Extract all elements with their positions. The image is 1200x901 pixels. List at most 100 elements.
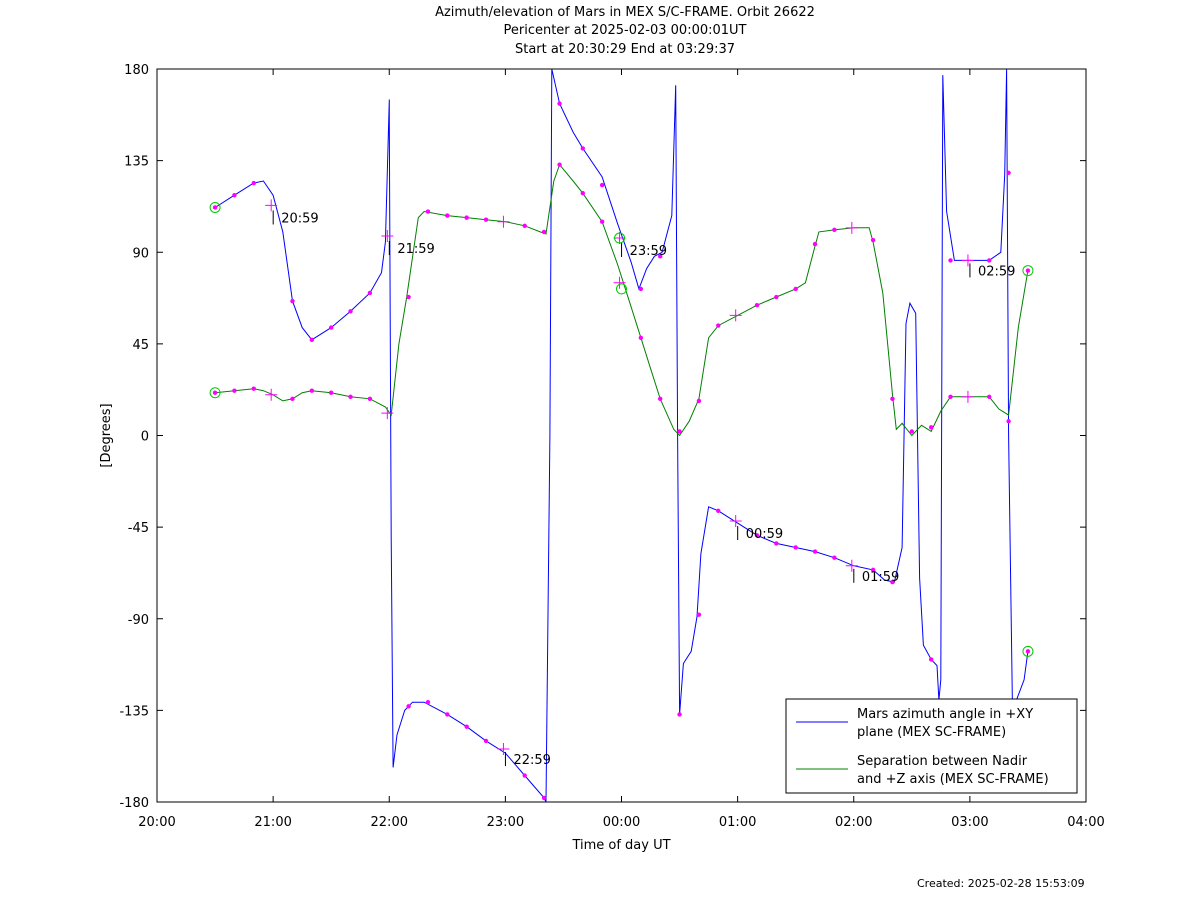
azimuth-point: [309, 337, 315, 343]
separation-point: [251, 386, 256, 391]
y-tick-label: -135: [119, 704, 149, 719]
x-tick-label: 22:00: [371, 815, 408, 830]
separation-point: [522, 223, 527, 228]
hour-cross-marker: [265, 199, 278, 212]
azimuth-point: [290, 298, 295, 304]
azimuth-point: [890, 579, 895, 585]
separation-point: [677, 429, 682, 434]
time-annotation-label: 23:59: [630, 244, 667, 259]
legend: Mars azimuth angle in +XY plane (MEX SC-F…: [785, 698, 1078, 794]
hour-cross-marker: [613, 276, 626, 289]
y-tick-label: -45: [128, 521, 149, 536]
azimuth-point: [948, 258, 953, 263]
endpoint-circle: [209, 201, 221, 213]
separation-point: [658, 396, 663, 402]
azimuth-point: [232, 193, 237, 198]
legend-azimuth-label: Mars azimuth angle in +XY: [857, 707, 1033, 722]
separation-point: [232, 388, 237, 393]
y-axis-label: [Degrees]: [99, 403, 114, 467]
y-tick-label: 45: [132, 338, 149, 353]
azimuth-point: [580, 146, 585, 151]
legend-azimuth-label: plane (MEX SC-FRAME): [857, 725, 1006, 740]
separation-point: [483, 217, 489, 222]
separation-point: [928, 425, 934, 430]
separation-point: [406, 294, 411, 300]
y-tick-label: 90: [132, 246, 149, 261]
azimuth-point: [832, 555, 837, 560]
x-tick-label: 01:00: [719, 815, 756, 830]
separation-point: [328, 390, 334, 395]
axes-layer: 20:00 21:00 22:00 23:00 00:00 01:00 02:00 03:00…: [99, 63, 1105, 853]
x-tick-label: 02:00: [835, 815, 872, 830]
created-timestamp: Created: 2025-02-28 15:53:09: [917, 877, 1085, 890]
azimuth-point: [638, 286, 644, 292]
hour-cross-marker: [845, 559, 858, 572]
hour-cross-marker: [497, 215, 510, 228]
endpoint-circle: [614, 232, 626, 244]
x-axis-label: Time of day UT: [571, 838, 670, 853]
azimuth-point: [754, 533, 760, 538]
hour-cross-marker: [265, 388, 278, 401]
hour-cross-marker: [961, 390, 974, 403]
azimuth-point: [328, 325, 334, 330]
hour-cross-marker: [613, 231, 626, 244]
separation-series-line: [215, 163, 1029, 437]
chart-subtitle-start-end: Start at 20:30:29 End at 03:29:37: [514, 42, 736, 57]
x-tick-label: 23:00: [487, 815, 524, 830]
separation-point: [557, 162, 562, 167]
time-annotation-label: 00:59: [746, 527, 783, 542]
time-annotation-label: 20:59: [281, 211, 318, 226]
separation-point: [696, 398, 702, 404]
x-tick-label: 21:00: [254, 815, 291, 830]
hour-cross-marker: [497, 743, 510, 756]
azimuth-point: [793, 545, 798, 550]
azimuth-point: [367, 290, 373, 296]
separation-point: [890, 396, 895, 402]
azimuth-point: [557, 101, 562, 106]
azimuth-point: [928, 657, 934, 662]
separation-point: [348, 394, 353, 400]
x-tick-label: 04:00: [1067, 815, 1104, 830]
separation-point: [774, 294, 779, 300]
hour-cross-marker: [729, 309, 742, 322]
separation-point: [425, 209, 431, 214]
time-annotation-label: 21:59: [397, 242, 434, 257]
endpoint-circle: [1022, 645, 1034, 657]
hour-cross-marker: [381, 407, 394, 420]
separation-point: [309, 388, 315, 393]
azimuth-point: [774, 541, 779, 546]
hour-cross-marker: [381, 229, 394, 242]
separation-point: [716, 323, 721, 328]
time-annotation-label: 01:59: [862, 570, 899, 585]
chart-title: Azimuth/elevation of Mars in MEX S/C-FRA…: [435, 5, 815, 20]
azimuth-point: [696, 612, 702, 617]
x-tick-label: 00:00: [603, 815, 640, 830]
time-annotation-label: 22:59: [513, 753, 550, 768]
marker-layer: 20:59 21:59 22:59 23:59 00:59 01:59 02:59: [209, 101, 1034, 801]
y-tick-label: 135: [124, 155, 149, 170]
legend-separation-label: Separation between Nadir: [857, 754, 1028, 769]
azimuth-point: [1006, 170, 1011, 176]
azimuth-series-line: [214, 68, 1029, 803]
azimuth-point: [658, 254, 663, 259]
azimuth-point: [483, 738, 489, 744]
separation-point: [580, 191, 585, 196]
separation-point: [987, 394, 992, 400]
separation-point: [638, 335, 644, 340]
azimuth-point: [251, 180, 256, 186]
endpoint-circle: [616, 283, 627, 295]
separation-point: [909, 429, 915, 434]
separation-point: [793, 286, 798, 292]
azimuth-point: [348, 309, 353, 314]
time-annotation-label: 02:59: [978, 264, 1015, 279]
x-tick-label: 20:00: [138, 815, 175, 830]
y-tick-label: 0: [141, 430, 149, 445]
endpoint-circle: [209, 387, 221, 399]
legend-separation-label: and +Z axis (MEX SC-FRAME): [857, 772, 1049, 787]
y-tick-label: -90: [128, 613, 149, 628]
azimuth-point: [522, 773, 527, 778]
separation-point: [212, 390, 218, 395]
y-tick-label: 180: [124, 63, 149, 78]
separation-point: [445, 213, 450, 218]
